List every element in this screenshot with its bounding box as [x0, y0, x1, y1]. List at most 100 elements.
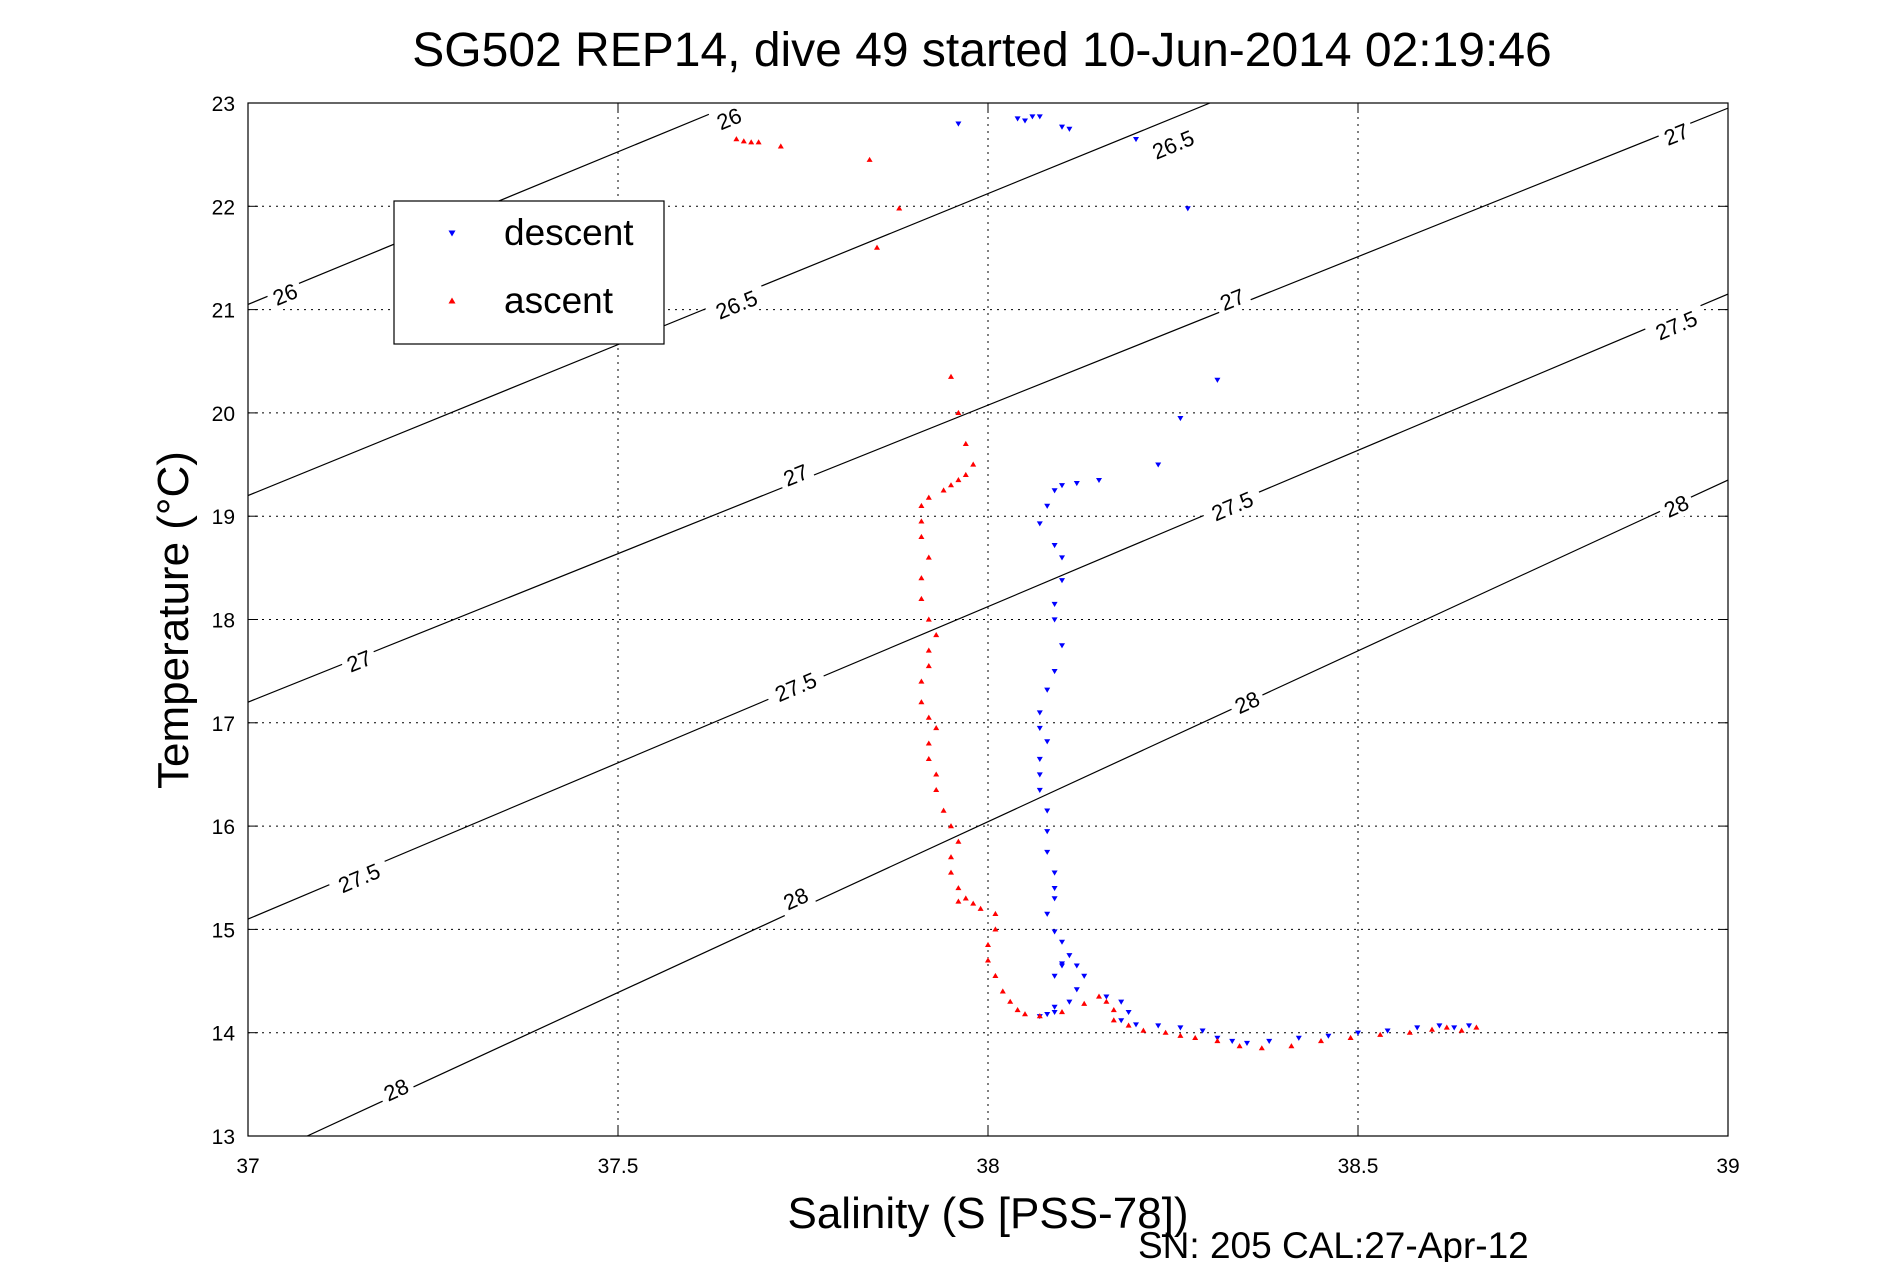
data-point: [1244, 1040, 1250, 1047]
data-point: [1184, 206, 1191, 212]
data-point: [1081, 973, 1088, 979]
data-point: [1022, 1011, 1028, 1017]
data-point: [1059, 483, 1065, 489]
data-point: [948, 373, 954, 379]
data-point: [925, 647, 932, 653]
data-point: [955, 838, 962, 844]
contour-line: [306, 479, 1728, 1136]
data-point: [1443, 1024, 1450, 1030]
x-tick-label: 39: [1716, 1155, 1739, 1178]
legend-label: ascent: [504, 280, 614, 321]
data-point: [740, 138, 747, 144]
y-tick-label: 20: [212, 403, 235, 426]
data-point: [1125, 1009, 1132, 1016]
y-tick-label: 13: [212, 1126, 235, 1149]
data-point: [1051, 488, 1058, 494]
data-point: [1295, 1035, 1302, 1041]
data-point: [1325, 1033, 1332, 1039]
axis-ticks: [247, 102, 1729, 1137]
data-point: [755, 139, 762, 145]
data-point: [992, 910, 999, 917]
y-axis-label: Temperature (°C): [149, 451, 198, 789]
contour-label: 27.5: [762, 662, 829, 711]
contour-label: 27: [1211, 280, 1253, 318]
data-point: [918, 518, 925, 524]
data-point: [1036, 114, 1043, 120]
data-point: [925, 755, 932, 762]
y-tick-label: 22: [212, 196, 235, 219]
data-point: [1140, 1027, 1147, 1033]
data-point: [1347, 1034, 1354, 1040]
data-point: [940, 807, 947, 813]
data-point: [933, 771, 940, 777]
density-contours: [248, 103, 1728, 1136]
data-point: [1036, 787, 1043, 793]
y-tick-label: 15: [212, 919, 235, 942]
data-point: [1051, 669, 1058, 675]
y-tick-label: 17: [212, 713, 235, 736]
contour-line: [248, 107, 1728, 703]
data-point: [1118, 1018, 1125, 1024]
data-point: [1096, 993, 1102, 999]
data-point: [1429, 1026, 1435, 1032]
data-point: [918, 502, 925, 508]
data-point: [1214, 1037, 1221, 1044]
data-point: [999, 988, 1006, 994]
data-point: [918, 575, 925, 581]
contour-label: 28: [1226, 683, 1268, 722]
data-point: [925, 554, 932, 560]
data-point: [1044, 503, 1051, 509]
y-tick-label: 16: [212, 816, 235, 839]
data-point: [955, 898, 962, 904]
data-point: [955, 477, 962, 483]
data-point: [1288, 1043, 1295, 1049]
data-point: [962, 440, 969, 446]
data-point: [1051, 1004, 1058, 1010]
data-point: [985, 941, 991, 947]
data-point: [1051, 929, 1058, 935]
y-tick-label: 21: [212, 300, 235, 323]
data-point: [940, 487, 947, 493]
data-point: [1059, 1009, 1065, 1015]
data-point: [1036, 772, 1043, 778]
data-point: [1066, 126, 1073, 132]
data-point: [1036, 521, 1043, 527]
data-point: [1125, 1022, 1132, 1028]
data-point: [1177, 1032, 1184, 1038]
data-point: [748, 139, 755, 145]
data-series: [733, 114, 1480, 1051]
legend: descent ascent: [393, 200, 665, 345]
data-point: [1014, 1006, 1021, 1013]
data-point: [1036, 756, 1043, 762]
data-point: [1059, 124, 1065, 130]
data-point: [1103, 998, 1110, 1004]
data-point: [1051, 973, 1058, 979]
data-point: [1377, 1031, 1384, 1037]
data-point: [970, 900, 977, 906]
data-point: [1436, 1023, 1443, 1029]
data-point: [1103, 994, 1110, 1000]
data-point: [1177, 415, 1184, 422]
data-point: [1059, 643, 1065, 649]
data-point: [1110, 1006, 1117, 1013]
x-tick-label: 38: [976, 1155, 999, 1178]
contour-label-text: 27.5: [771, 667, 820, 707]
data-point: [1118, 999, 1125, 1005]
contour-label: 27: [338, 642, 380, 680]
footer-label: SN: 205 CAL:27-Apr-12: [1138, 1225, 1529, 1262]
x-tick-label: 37: [236, 1155, 259, 1178]
data-point: [1066, 953, 1073, 959]
data-point: [933, 631, 940, 638]
data-point: [1059, 961, 1065, 967]
data-point: [1051, 543, 1058, 549]
data-point: [1192, 1034, 1199, 1040]
data-point: [925, 662, 932, 669]
data-point: [962, 471, 969, 477]
data-point: [918, 699, 925, 705]
data-point: [1073, 987, 1080, 993]
data-point: [1384, 1028, 1391, 1034]
data-point: [1162, 1029, 1169, 1035]
plot-area: 262626.526.52727272727.527.527.527.52828…: [212, 93, 1740, 1178]
x-axis-label: Salinity (S [PSS-78]): [787, 1189, 1188, 1238]
